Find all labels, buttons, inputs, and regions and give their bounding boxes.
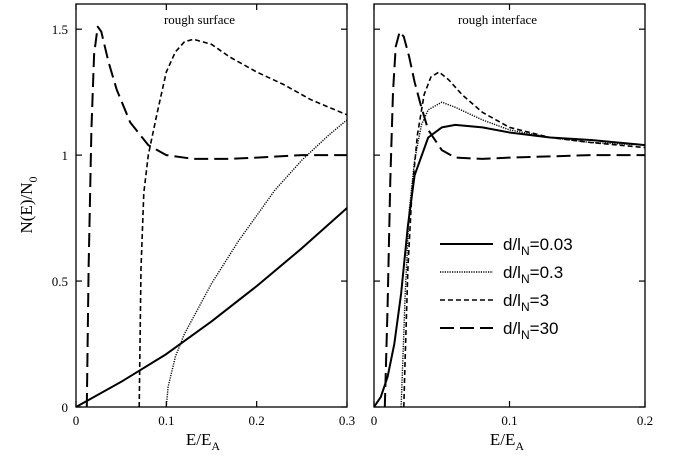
legend-label-3: d/lN=30 [503,319,558,342]
x-tick-label: 0.2 [249,413,265,428]
x-tick-label: 0.2 [637,413,653,428]
series-line-surface-3 [85,25,347,407]
panel-rough-surface: 0 0.1 0.2 0.3 0 0.5 1 1.5 rough surface [52,3,355,428]
legend-label-rest: =0.3 [530,263,564,282]
series-line-interface-2 [403,71,645,407]
axis-titles: E/EA E/EAN(E)/N0 [17,177,524,453]
y-tick-label: 0 [62,400,69,415]
plot-frame [373,3,646,408]
legend-label-rest: =30 [530,319,559,338]
x-tick-label: 0.3 [339,413,355,428]
legend-label-main: d/l [503,263,521,282]
series-line-surface-1 [165,119,347,407]
series-line-surface-0 [76,207,347,407]
panel-rough-interface: 0 0.1 0.2 rough interface [371,3,653,428]
legend: d/lN=0.03d/lN=0.3d/lN=3d/lN=30 [440,235,573,342]
legend-label-main: d/l [503,319,521,338]
legend-label-rest: =3 [530,291,549,310]
y-axis-title: N(E)/N0 [17,177,40,234]
x-axis-title-right: E/EA [490,430,525,453]
plot-frame [75,3,348,408]
x-axis-title-left-main: E/E [186,430,212,449]
legend-label-main: d/l [503,235,521,254]
x-axis-title-right-sub: A [515,439,524,453]
x-axis-title-left-sub: A [211,439,220,453]
series-line-interface-3 [383,30,645,407]
y-tick-label: 1.5 [52,22,68,37]
legend-label-sub: N [521,272,530,286]
y-tick-label: 0.5 [52,274,68,289]
legend-label-0: d/lN=0.03 [503,235,573,258]
series-line-interface-0 [374,123,645,407]
legend-label-sub: N [521,300,530,314]
legend-label-sub: N [521,244,530,258]
x-tick-label: 0.1 [501,413,517,428]
x-tick-label: 0 [371,413,378,428]
panel-title: rough surface [164,12,235,27]
legend-label-1: d/lN=0.3 [503,263,563,286]
x-tick-label: 0.1 [158,413,174,428]
y-axis-title-sub: 0 [26,177,40,183]
x-axis-title-right-main: E/E [490,430,516,449]
legend-label-2: d/lN=3 [503,291,549,314]
x-tick-label: 0 [73,413,80,428]
legend-label-rest: =0.03 [530,235,573,254]
y-tick-label: 1 [62,148,69,163]
legend-label-main: d/l [503,291,521,310]
x-axis-title-left: E/EA [186,430,221,453]
y-axis-title-main: N(E)/N [17,183,36,234]
series-line-surface-2 [138,38,347,407]
legend-label-sub: N [521,328,530,342]
panel-title: rough interface [458,12,537,27]
